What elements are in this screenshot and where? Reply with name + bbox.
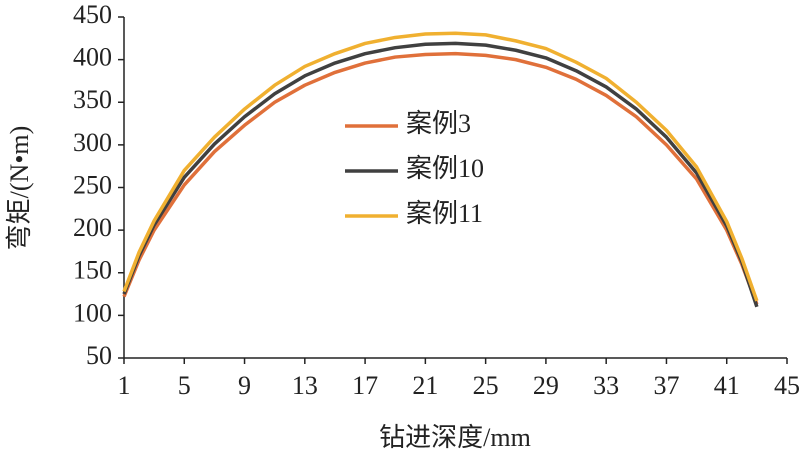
y-tick-label: 300 bbox=[73, 128, 112, 157]
y-tick-label: 450 bbox=[73, 0, 112, 29]
y-tick-label: 50 bbox=[86, 341, 112, 370]
x-tick-label: 1 bbox=[118, 371, 131, 400]
x-tick-label: 9 bbox=[238, 371, 251, 400]
line-series bbox=[122, 41, 759, 308]
x-axis-label: 钻进深度/mm bbox=[379, 423, 531, 452]
y-tick-label: 200 bbox=[73, 213, 112, 242]
x-tick-label: 29 bbox=[533, 371, 559, 400]
x-tick-label: 17 bbox=[352, 371, 378, 400]
legend-label: 案例10 bbox=[406, 154, 484, 183]
x-tick-label: 37 bbox=[653, 371, 679, 400]
line-series bbox=[122, 51, 759, 305]
y-axis-label: 弯矩/(N•m) bbox=[5, 126, 34, 251]
y-tick-label: 100 bbox=[73, 298, 112, 327]
y-tick-label: 350 bbox=[73, 85, 112, 114]
line-series bbox=[122, 31, 759, 302]
x-tick-label: 45 bbox=[774, 371, 800, 400]
legend-label: 案例3 bbox=[406, 109, 471, 138]
legend-label: 案例11 bbox=[406, 199, 483, 228]
y-tick-label: 400 bbox=[73, 43, 112, 72]
x-tick-label: 25 bbox=[473, 371, 499, 400]
x-tick-label: 33 bbox=[593, 371, 619, 400]
x-tick-label: 5 bbox=[178, 371, 191, 400]
x-tick-label: 21 bbox=[412, 371, 438, 400]
x-tick-label: 13 bbox=[292, 371, 318, 400]
y-tick-label: 150 bbox=[73, 256, 112, 285]
y-tick-label: 250 bbox=[73, 170, 112, 199]
x-tick-label: 41 bbox=[714, 371, 740, 400]
